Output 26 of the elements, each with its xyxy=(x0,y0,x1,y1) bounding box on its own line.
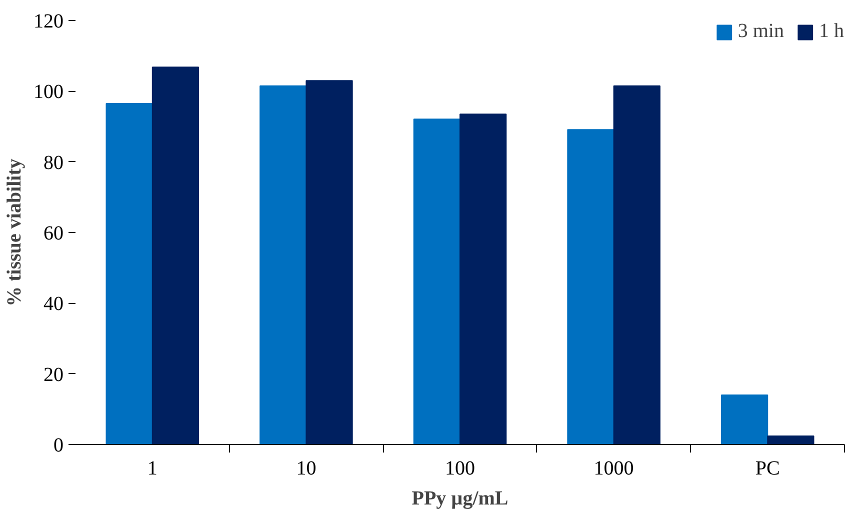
bar xyxy=(567,129,614,444)
x-tick-label: 100 xyxy=(445,458,475,480)
bar xyxy=(413,118,460,444)
y-axis-title: % tissue viability xyxy=(4,158,26,306)
x-axis-title: PPy µg/mL xyxy=(412,488,508,510)
y-tick-label: 100 xyxy=(34,81,64,104)
x-tick-label: PC xyxy=(755,458,780,480)
x-tick-label: 10 xyxy=(296,458,316,480)
legend-label: 1 h xyxy=(819,20,844,43)
bar xyxy=(306,80,353,444)
bar xyxy=(767,436,814,444)
legend-label: 3 min xyxy=(738,20,784,43)
bar xyxy=(613,85,660,444)
x-tick-label: 1000 xyxy=(594,458,634,480)
x-tick-label: 1 xyxy=(147,458,158,480)
bar xyxy=(106,103,153,444)
y-tick-label: 0 xyxy=(54,434,64,456)
y-tick-label: 60 xyxy=(44,222,64,244)
bar xyxy=(260,85,307,444)
y-tick-label: 120 xyxy=(34,10,64,32)
y-tick-label: 80 xyxy=(44,152,64,174)
bar xyxy=(720,394,768,444)
y-tick-label: 40 xyxy=(44,293,64,316)
y-tick-label: 20 xyxy=(44,364,64,386)
bar xyxy=(460,114,507,444)
bar xyxy=(152,66,200,444)
